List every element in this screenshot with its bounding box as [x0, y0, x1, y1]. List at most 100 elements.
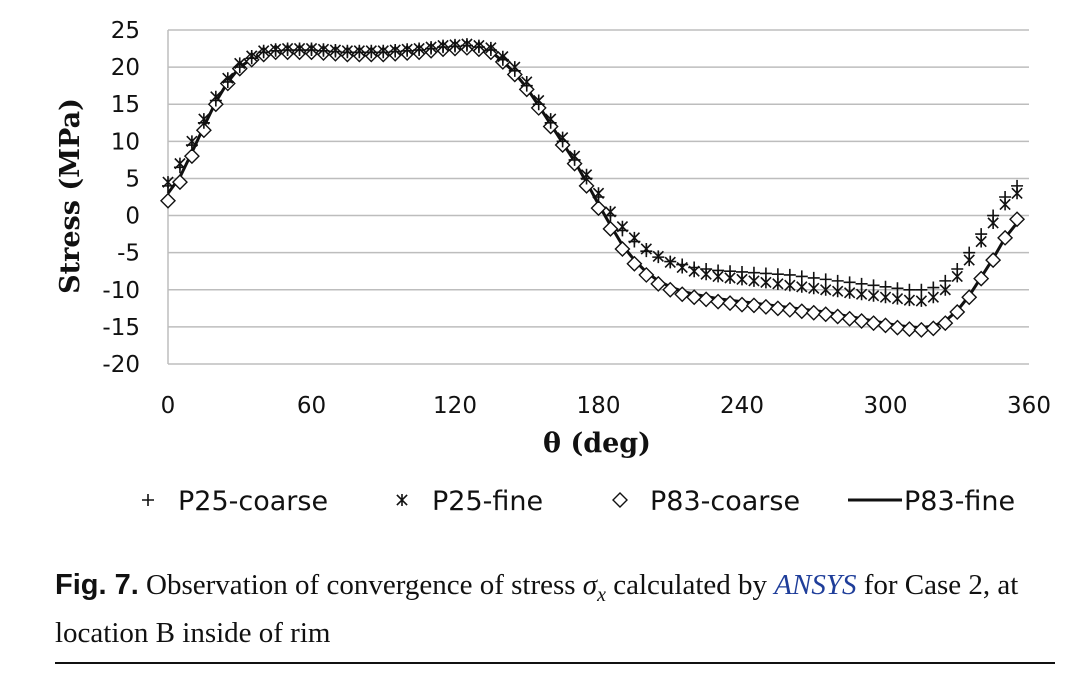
data-point-P25-fine [485, 41, 497, 54]
data-point-P25-fine [353, 44, 365, 57]
stress-chart: 25 20 15 10 5 0 -5 -10 -15 -20 0 60 120 180 240 300 360… [55, 18, 1051, 517]
data-point-P25-fine [939, 283, 951, 296]
data-point-P25-fine [329, 44, 342, 57]
data-point-P83-coarse [877, 317, 894, 334]
ansys-link[interactable]: ANSYS [774, 569, 857, 601]
data-point-P25-coarse [819, 273, 832, 286]
y-tick-label: 15 [111, 92, 140, 118]
data-point-P83-coarse [853, 312, 870, 329]
y-tick-label: 5 [125, 166, 140, 192]
data-point-P25-fine [425, 41, 437, 54]
data-point-P83-coarse [769, 300, 786, 317]
legend-item-P83-fine: P83-fine [848, 486, 1015, 517]
data-point-P83-coarse [734, 296, 750, 313]
data-point-P25-fine [269, 43, 282, 56]
data-point-P25-fine [867, 289, 880, 302]
data-point-P25-fine [855, 288, 868, 301]
data-point-P25-coarse [855, 277, 868, 290]
data-point-P25-fine [784, 279, 796, 292]
series-P25-fine [162, 38, 1023, 307]
data-point-P25-fine [413, 42, 425, 55]
legend-swatch [396, 494, 408, 506]
data-point-P25-fine [186, 135, 198, 148]
data-point-P25-fine [509, 61, 521, 74]
caption-rule [55, 662, 1055, 664]
data-point-P83-coarse [781, 301, 798, 318]
series-layer [160, 38, 1026, 338]
data-point-P25-fine [975, 235, 987, 248]
legend-swatch [612, 492, 628, 508]
data-point-P25-fine [808, 282, 820, 295]
y-tick-labels: 25 20 15 10 5 0 -5 -10 -15 -20 [102, 18, 140, 378]
legend-item-P25-coarse: P25-coarse [142, 486, 328, 517]
x-axis-title: θ (deg) [543, 428, 651, 459]
data-point-P25-fine [927, 291, 939, 304]
data-point-P25-fine [473, 39, 485, 52]
data-point-P25-fine [222, 72, 234, 85]
data-point-P25-fine [676, 261, 688, 274]
data-point-P83-coarse [985, 252, 1002, 269]
data-point-P25-fine [987, 216, 999, 229]
data-point-P83-coarse [602, 220, 619, 237]
x-tick-label: 120 [433, 393, 477, 419]
data-point-P25-fine [521, 75, 533, 88]
data-point-P83-coarse [626, 255, 643, 272]
data-point-P25-fine [592, 187, 605, 200]
legend-label: P83-fine [904, 486, 1015, 517]
data-point-P25-fine [736, 273, 748, 286]
data-point-P25-fine [556, 131, 569, 144]
data-point-P25-coarse [867, 279, 880, 292]
data-point-P83-coarse [638, 266, 655, 283]
x-tick-label: 360 [1007, 393, 1051, 419]
data-point-P25-fine [712, 270, 724, 283]
data-point-P83-coarse [973, 270, 990, 287]
legend: P25-coarse P25-fine P83-coarse P83-fine [142, 486, 1015, 517]
data-point-P25-fine [305, 42, 318, 55]
data-point-P83-coarse [757, 298, 774, 315]
data-point-P83-coarse [997, 229, 1014, 246]
data-point-P25-fine [293, 42, 306, 55]
y-axis-title: Stress (MPa) [55, 98, 86, 294]
caption-text-3: for Case 2, at location B inside of rim [55, 569, 1019, 649]
data-point-P83-coarse [160, 192, 176, 209]
y-tick-label: -20 [102, 352, 140, 378]
y-tick-label: 0 [125, 204, 140, 230]
data-point-P25-fine [568, 150, 581, 163]
data-point-P25-fine [341, 44, 354, 57]
data-point-P25-fine [820, 283, 832, 296]
x-tick-label: 60 [297, 393, 326, 419]
data-point-P83-coarse [913, 321, 930, 338]
legend-label: P83-coarse [650, 486, 800, 517]
data-point-P25-fine [545, 113, 557, 126]
data-point-P83-coarse [710, 293, 727, 310]
data-point-P25-fine [748, 274, 760, 287]
data-point-P25-fine [258, 44, 270, 57]
data-point-P25-fine [198, 113, 210, 126]
data-point-P25-fine [652, 250, 664, 263]
data-point-P25-fine [401, 43, 413, 56]
data-point-P25-fine [999, 198, 1011, 211]
data-point-P83-coarse [183, 148, 200, 165]
data-point-P83-coarse [925, 320, 942, 337]
data-point-P25-coarse [831, 274, 844, 287]
data-point-P25-fine [497, 50, 509, 63]
data-point-P25-fine [772, 277, 784, 290]
data-point-P25-fine [234, 57, 246, 70]
data-point-P83-coarse [889, 319, 906, 336]
x-tick-label: 0 [161, 393, 176, 419]
data-point-P83-coarse [698, 291, 715, 308]
data-point-P25-coarse [843, 276, 856, 289]
data-point-P25-coarse [915, 283, 928, 296]
data-point-P25-fine [879, 291, 892, 304]
data-point-P25-fine [915, 294, 928, 307]
symbol-subscript: x [597, 583, 606, 606]
figure-label: Fig. 7. [55, 569, 139, 601]
y-tick-label: 10 [111, 129, 140, 155]
data-point-P83-coarse [841, 310, 858, 327]
legend-swatch [142, 494, 154, 506]
data-point-P25-fine [533, 94, 545, 107]
data-point-P25-fine [963, 254, 975, 267]
data-point-P25-fine [317, 43, 330, 56]
x-tick-labels: 0 60 120 180 240 300 360 [161, 393, 1051, 419]
y-tick-label: 20 [111, 55, 140, 81]
